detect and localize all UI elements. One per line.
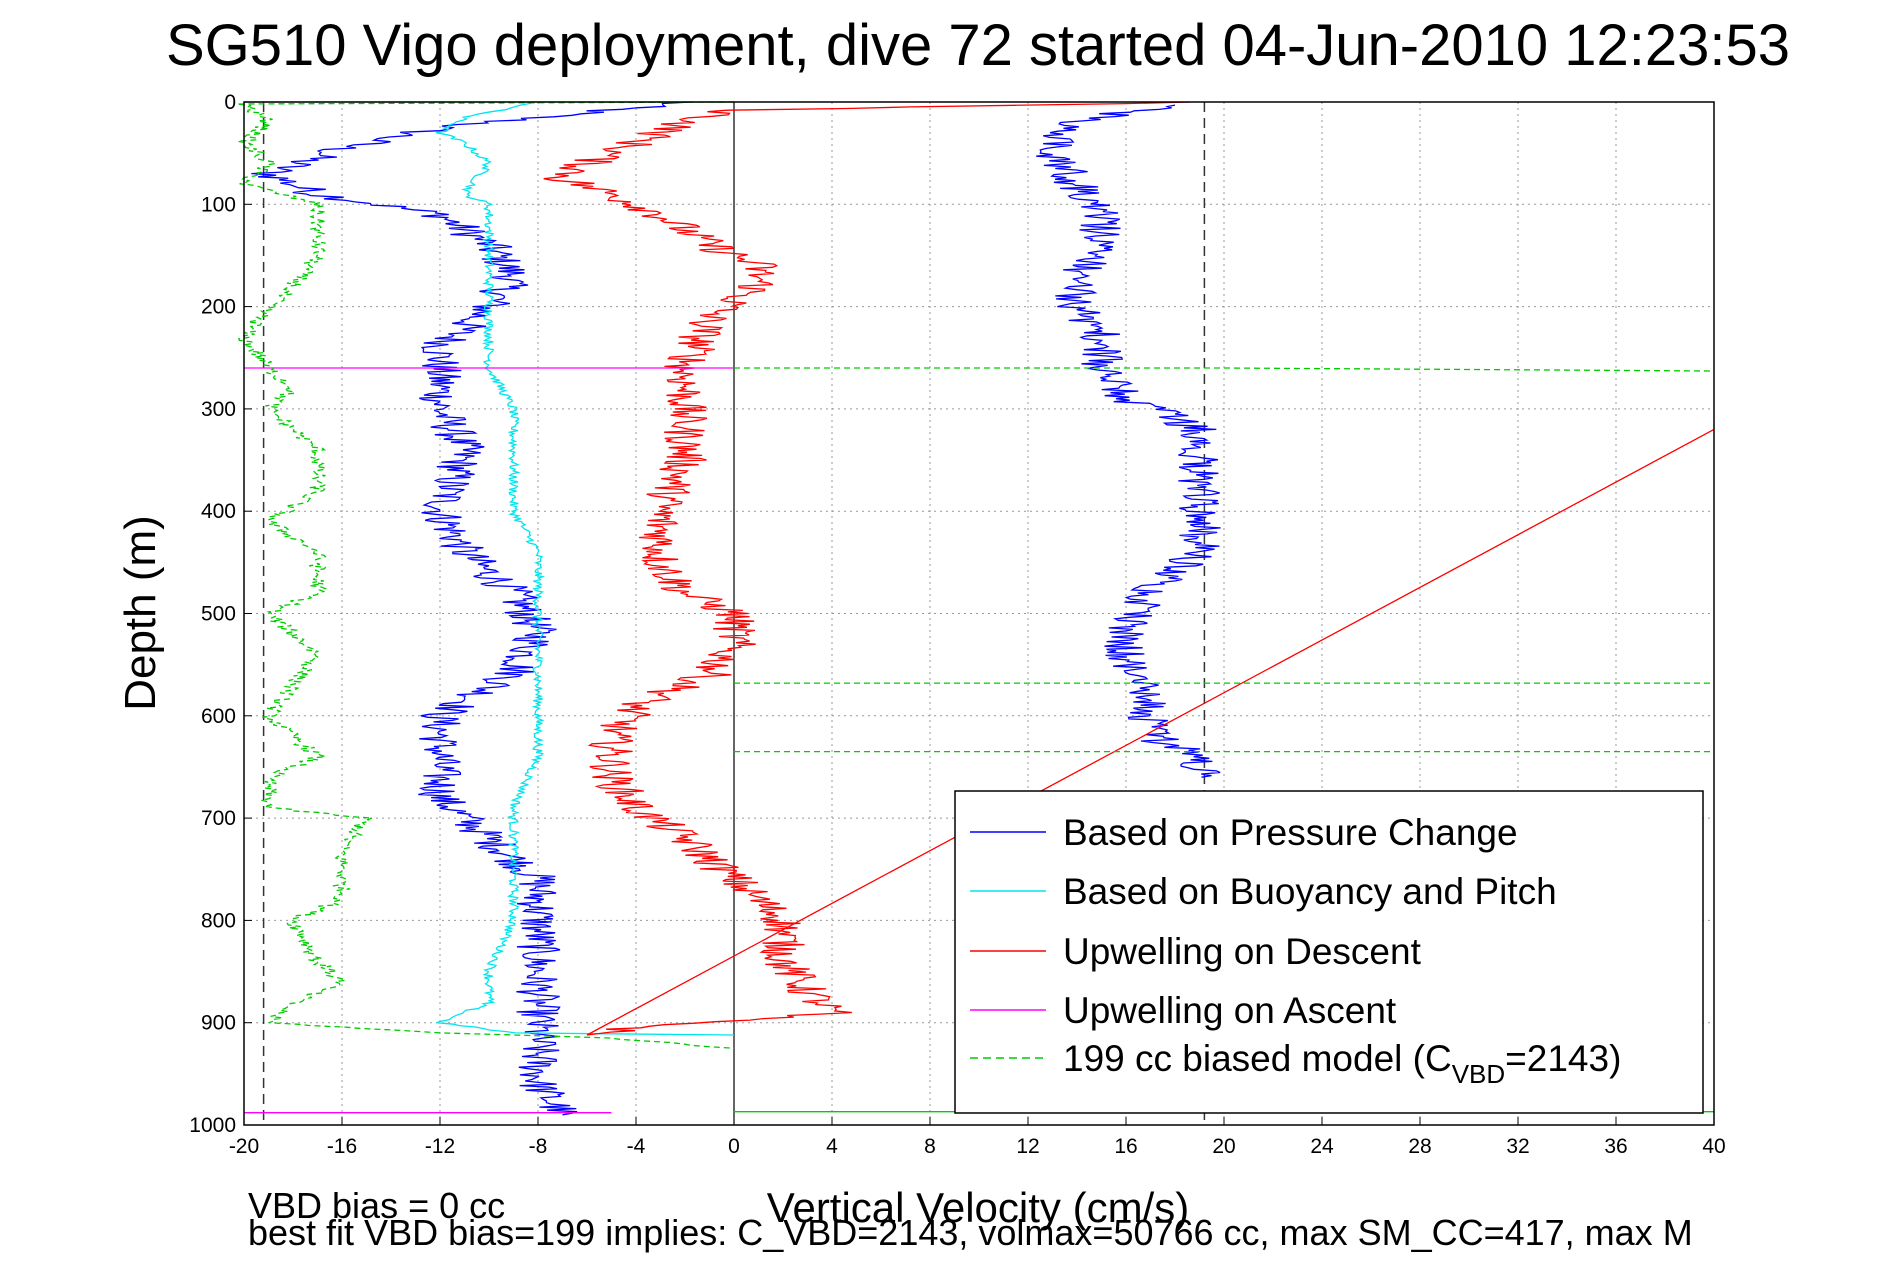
y-tick-label: 800 — [201, 909, 236, 932]
legend-label-ascent: Upwelling on Ascent — [1063, 990, 1397, 1031]
x-tick-label: 16 — [1114, 1135, 1137, 1158]
legend-label-biased: 199 cc biased model (CVBD=2143) — [1063, 1038, 1621, 1089]
series-line — [236, 101, 735, 1049]
x-tick-label: 28 — [1408, 1135, 1431, 1158]
legend: Based on Pressure Change Based on Buoyan… — [954, 790, 1704, 1114]
x-tick-label: -4 — [627, 1135, 646, 1158]
series-line — [251, 101, 692, 1116]
y-tick-label: 0 — [224, 91, 236, 114]
x-axis-label: Vertical Velocity (cm/s) — [767, 1184, 1189, 1231]
x-axis-ticks: -20 -16 -12 -8 -4 0 4 8 12 16 20 24 28 32 36 40 — [229, 1117, 1726, 1158]
y-tick-label: 100 — [201, 193, 236, 216]
x-tick-label: 12 — [1016, 1135, 1039, 1158]
y-tick-label: 700 — [201, 807, 236, 830]
x-tick-label: -16 — [327, 1135, 357, 1158]
x-tick-label: 8 — [924, 1135, 936, 1158]
y-tick-label: 1000 — [189, 1114, 236, 1137]
y-tick-label: 600 — [201, 705, 236, 728]
x-tick-label: 20 — [1212, 1135, 1235, 1158]
x-tick-label: 32 — [1506, 1135, 1529, 1158]
legend-biased-suffix: =2143) — [1505, 1038, 1621, 1079]
x-tick-label: 4 — [826, 1135, 838, 1158]
y-tick-label: 500 — [201, 603, 236, 626]
series-line — [1036, 104, 1221, 778]
series-line — [586, 428, 1715, 1036]
y-tick-label: 300 — [201, 398, 236, 421]
footnote-best-fit: best fit VBD bias=199 implies: C_VBD=214… — [248, 1212, 1693, 1253]
x-tick-label: -20 — [229, 1135, 259, 1158]
x-tick-label: -12 — [425, 1135, 455, 1158]
legend-label-buoyancy: Based on Buoyancy and Pitch — [1063, 871, 1557, 912]
y-tick-label: 400 — [201, 500, 236, 523]
series-line — [734, 367, 1715, 372]
x-tick-label: 40 — [1702, 1135, 1725, 1158]
series-line — [543, 101, 1190, 1036]
x-tick-label: -8 — [529, 1135, 548, 1158]
legend-box — [954, 790, 1704, 1114]
y-tick-label: 900 — [201, 1012, 236, 1035]
y-tick-label: 200 — [201, 296, 236, 319]
legend-label-descent: Upwelling on Descent — [1063, 931, 1422, 972]
legend-biased-sub: VBD — [1452, 1059, 1505, 1089]
y-axis-ticks: 0 100 200 300 400 500 600 700 800 900 1000 — [189, 91, 252, 1137]
series-line — [435, 101, 735, 1036]
footnote-vbd-bias: VBD bias = 0 cc — [248, 1185, 505, 1226]
chart-title: SG510 Vigo deployment, dive 72 started 0… — [166, 13, 1790, 78]
legend-label-pressure: Based on Pressure Change — [1063, 812, 1518, 853]
y-axis-label: Depth (m) — [116, 515, 165, 711]
legend-biased-prefix: 199 cc biased model (C — [1063, 1038, 1452, 1079]
x-tick-label: 24 — [1310, 1135, 1334, 1158]
x-tick-label: 36 — [1604, 1135, 1627, 1158]
x-tick-label: 0 — [728, 1135, 740, 1158]
